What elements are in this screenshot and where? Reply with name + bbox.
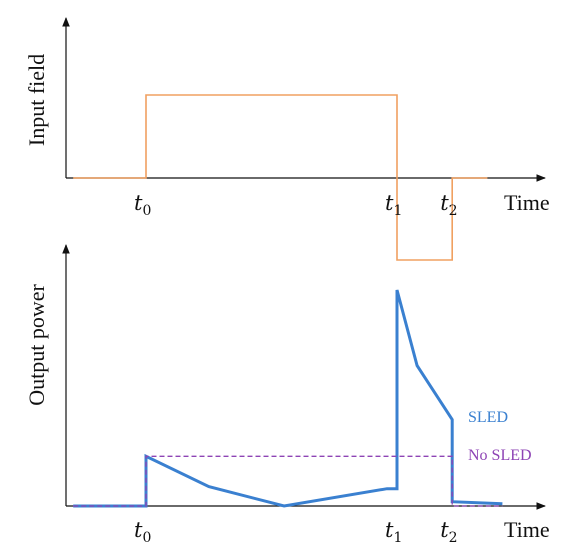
input-field-panel: Input field Time t0 t1 t2 xyxy=(24,17,550,261)
tick-label-t2: t2 xyxy=(440,191,457,219)
series-line-sled xyxy=(73,289,503,508)
tick-label-t0: t0 xyxy=(134,518,151,546)
legend-no-sled: No SLED xyxy=(468,447,532,464)
y-axis-label: Output power xyxy=(24,284,49,406)
legend-sled: SLED xyxy=(468,409,508,426)
y-axis-label: Input field xyxy=(24,54,49,146)
tick-label-t1: t1 xyxy=(385,191,402,219)
tick-label-t2: t2 xyxy=(440,518,457,546)
x-axis-label: Time xyxy=(504,190,550,215)
tick-label-t1: t1 xyxy=(385,518,402,546)
series-line-input-0 xyxy=(73,94,488,261)
series-line-no-sled xyxy=(73,455,503,507)
x-axis-label: Time xyxy=(504,517,550,542)
tick-label-t0: t0 xyxy=(134,191,151,219)
output-power-panel: Output power Time t0 t1 t2 SLED No SLED xyxy=(24,244,550,546)
